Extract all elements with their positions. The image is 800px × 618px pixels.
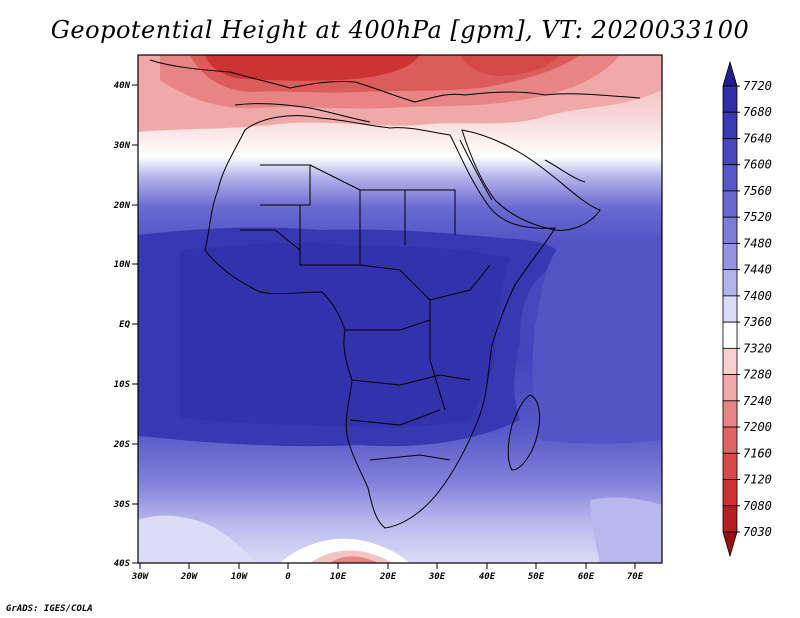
colorbar-swatch	[722, 138, 738, 166]
lon-label: 10E	[330, 572, 347, 582]
colorbar-swatch	[722, 505, 738, 533]
credit-label: GrADS: IGES/COLA	[6, 604, 93, 614]
colorbar-label: 7240	[743, 394, 772, 408]
lon-label: 10W	[231, 572, 249, 582]
shaded-field	[138, 55, 662, 563]
colorbar-label: 7120	[743, 473, 772, 487]
colorbar-swatch	[722, 479, 738, 507]
colorbar-label: 7440	[743, 263, 772, 277]
lon-label: 50E	[528, 572, 545, 582]
colorbar-swatch	[722, 164, 738, 192]
colorbar-label: 7030	[743, 525, 772, 539]
lat-label: 10N	[114, 260, 131, 270]
lon-label: 40E	[479, 572, 496, 582]
lon-label: 20E	[379, 572, 397, 582]
colorbar-label: 7280	[743, 368, 772, 382]
lat-label: 40S	[114, 559, 131, 569]
colorbar-swatch	[722, 60, 738, 87]
colorbar-label: 7680	[743, 105, 772, 119]
colorbar-label: 7640	[743, 131, 772, 145]
lon-label: 30W	[131, 572, 150, 582]
colorbar-label: 7200	[743, 420, 772, 434]
colorbar-label: 7720	[743, 79, 772, 93]
lat-label: 30N	[113, 141, 131, 151]
colorbar-label: 7560	[743, 184, 772, 198]
lon-label: 0	[285, 572, 291, 582]
lat-label: 20S	[113, 440, 131, 450]
colorbar-swatch	[722, 243, 738, 271]
lat-label: 20N	[113, 201, 131, 211]
latitude-axis: 40N 30N 20N 10N EQ 10S 20S 30S 40S	[113, 81, 138, 569]
colorbar-label: 7520	[743, 210, 772, 224]
lat-label: 30S	[113, 500, 131, 510]
colorbar-swatch	[722, 426, 738, 454]
colorbar-swatch	[722, 452, 738, 480]
colorbar-label: 7080	[743, 499, 772, 513]
coastlines	[149, 59, 641, 529]
colorbar-swatch	[722, 190, 738, 218]
colorbar-swatch	[722, 400, 738, 428]
colorbar-swatch	[722, 321, 738, 349]
lon-label: 70E	[627, 572, 644, 582]
colorbar-label: 7320	[743, 341, 772, 355]
lon-label: 30E	[428, 572, 446, 582]
lon-label: 20W	[180, 572, 199, 582]
colorbar-swatch	[722, 111, 738, 139]
map-frame	[137, 54, 663, 564]
colorbar-swatch	[722, 531, 738, 558]
lon-label: 60E	[578, 572, 595, 582]
lat-label: 40N	[114, 81, 131, 91]
longitude-axis: 30W 20W 10W 0 10E 20E 30E 40E 50E 60E 70…	[131, 563, 644, 582]
colorbar-swatch	[722, 216, 738, 244]
colorbar-label: 7400	[743, 289, 772, 303]
chart-title: Geopotential Height at 400hPa [gpm], VT:…	[50, 16, 750, 44]
colorbar-swatch	[722, 295, 738, 323]
colorbar-label: 7600	[743, 158, 772, 172]
colorbar-swatch	[722, 374, 738, 402]
colorbar: 7720 7680 7640 7600 7560 7520 7480 7440 7400 7360…	[722, 60, 772, 558]
lat-label: 10S	[114, 380, 131, 390]
colorbar-label: 7360	[743, 315, 772, 329]
colorbar-label: 7160	[743, 446, 772, 460]
lat-label: EQ	[119, 320, 130, 330]
colorbar-swatch	[722, 269, 738, 297]
colorbar-swatch	[722, 347, 738, 375]
colorbar-label: 7480	[743, 236, 772, 250]
colorbar-swatch	[722, 85, 738, 113]
